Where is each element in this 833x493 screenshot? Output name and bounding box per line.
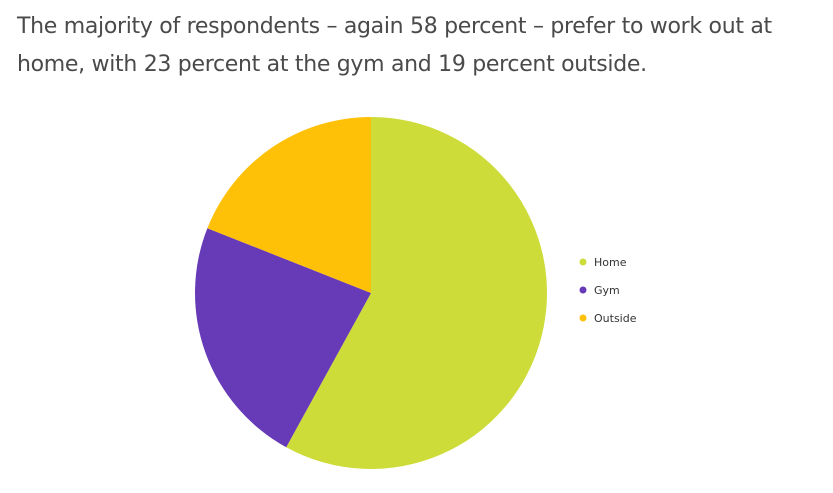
legend-marker-gym: [579, 286, 587, 294]
legend-item-outside[interactable]: Outside: [579, 312, 637, 325]
legend-item-home[interactable]: Home: [579, 256, 627, 269]
legend-label-outside: Outside: [594, 312, 637, 325]
pie-slices: [195, 117, 547, 469]
pie-slice-home[interactable]: [286, 117, 547, 469]
chart-legend: Home Gym Outside: [579, 256, 637, 325]
legend-label-home: Home: [594, 256, 627, 269]
legend-label-gym: Gym: [594, 284, 620, 297]
pie-slice-outside[interactable]: [207, 117, 371, 293]
pie-slice-gym[interactable]: [195, 228, 371, 448]
legend-item-gym[interactable]: Gym: [579, 284, 620, 297]
intro-paragraph: The majority of respondents – again 58 p…: [17, 14, 772, 77]
legend-marker-home: [579, 258, 587, 266]
legend-marker-outside: [579, 314, 587, 322]
